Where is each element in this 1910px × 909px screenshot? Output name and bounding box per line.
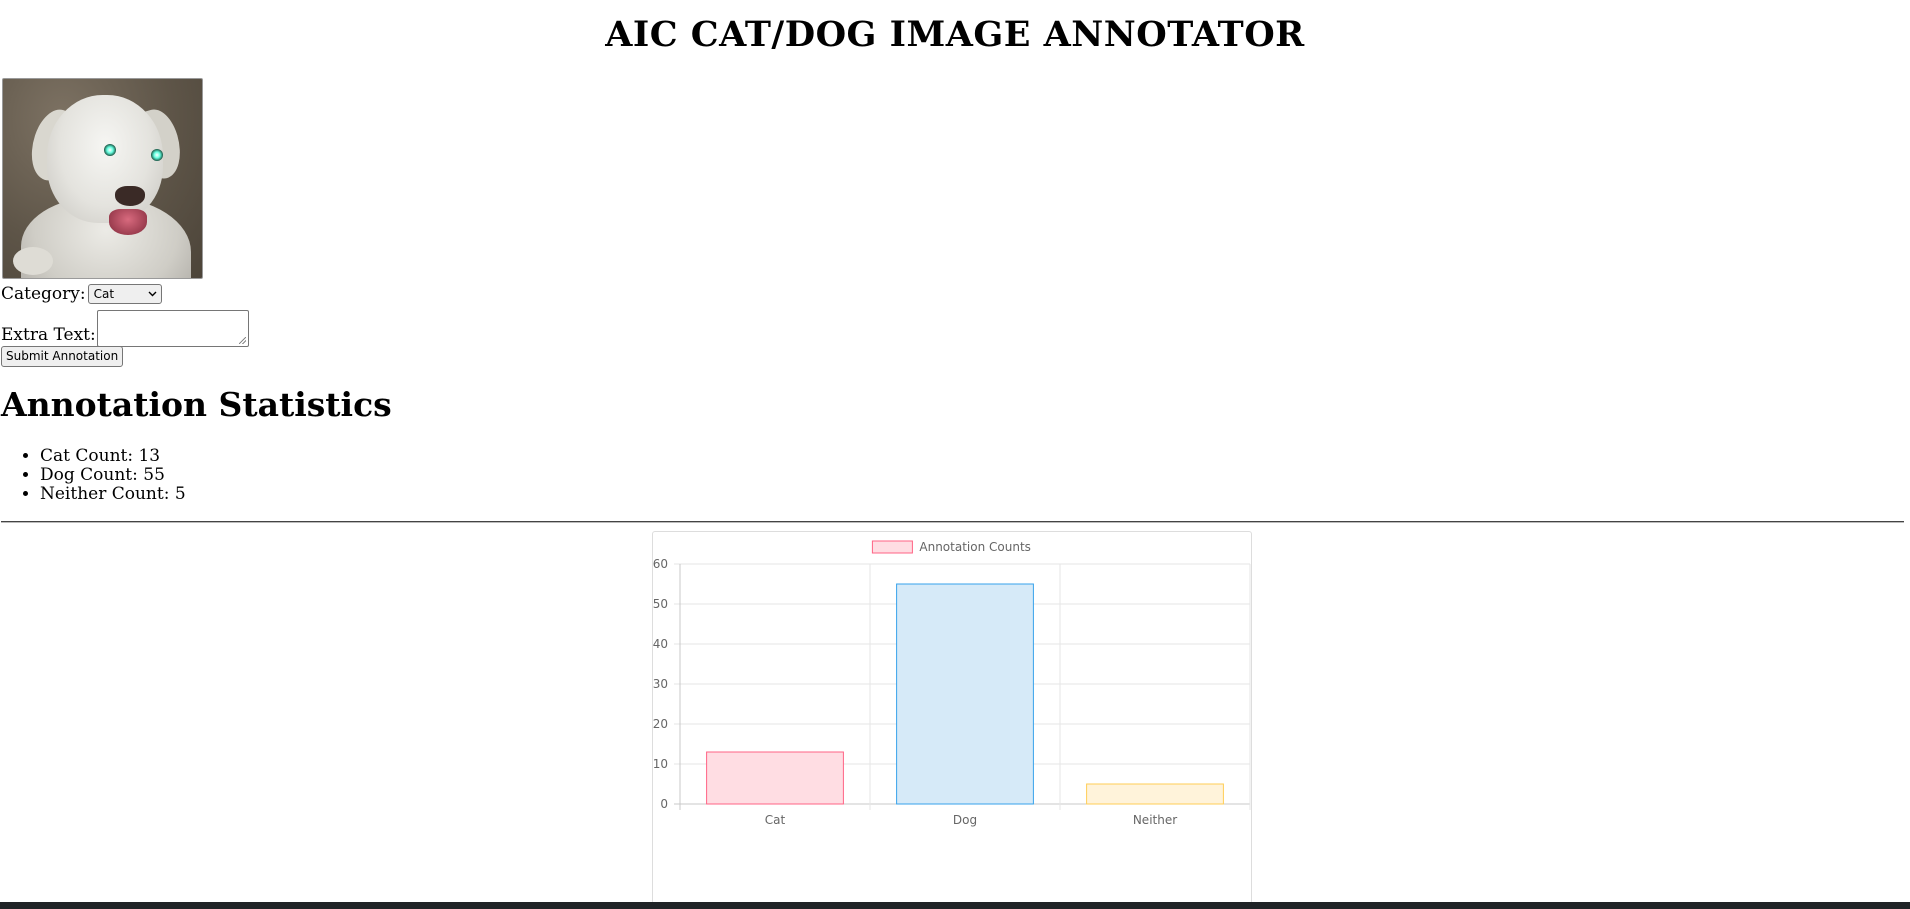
resize-grip-icon[interactable] <box>238 337 246 344</box>
y-tick-label: 0 <box>660 797 668 811</box>
y-tick-label: 60 <box>653 557 668 571</box>
extra-text-input[interactable] <box>96 310 249 347</box>
x-tick-label: Dog <box>953 813 977 827</box>
category-selected-value: Cat <box>93 287 115 301</box>
taskbar <box>0 902 1910 909</box>
y-tick-label: 20 <box>653 717 668 731</box>
stat-neither-count: Neither Count: 5 <box>40 485 186 504</box>
category-select[interactable]: Cat <box>87 284 162 304</box>
y-tick-label: 30 <box>653 677 668 691</box>
x-tick-label: Cat <box>765 813 786 827</box>
legend-swatch <box>871 540 913 554</box>
annotation-chart: 0 10 20 30 40 50 60 Cat Dog Neither Annotation Cou… <box>652 531 1252 909</box>
category-row: Category: Cat <box>1 282 162 306</box>
bar-cat <box>706 751 844 805</box>
y-tick-label: 40 <box>653 637 668 651</box>
stat-cat-count: Cat Count: 13 <box>40 447 186 466</box>
y-tick-label: 50 <box>653 597 668 611</box>
y-tick-label: 10 <box>653 757 668 771</box>
horizontal-rule <box>1 521 1904 523</box>
stats-heading: Annotation Statistics <box>1 385 392 424</box>
chevron-down-icon <box>148 289 157 300</box>
extra-text-label: Extra Text: <box>1 325 96 345</box>
bar-dog <box>896 583 1034 805</box>
stats-list: Cat Count: 13 Dog Count: 55 Neither Coun… <box>0 447 186 504</box>
legend-label: Annotation Counts <box>919 540 1031 554</box>
extra-text-row: Extra Text: <box>1 305 249 347</box>
category-label: Category: <box>1 284 86 304</box>
dog-photo <box>2 78 203 279</box>
chart-svg: 0 10 20 30 40 50 60 Cat Dog Neither Annotation Cou… <box>653 540 1251 827</box>
x-tick-label: Neither <box>1133 813 1177 827</box>
submit-annotation-button[interactable]: Submit Annotation <box>1 346 124 367</box>
page-title: AIC CAT/DOG IMAGE ANNOTATOR <box>605 14 1305 55</box>
stat-dog-count: Dog Count: 55 <box>40 466 186 485</box>
bar-neither <box>1086 783 1224 805</box>
